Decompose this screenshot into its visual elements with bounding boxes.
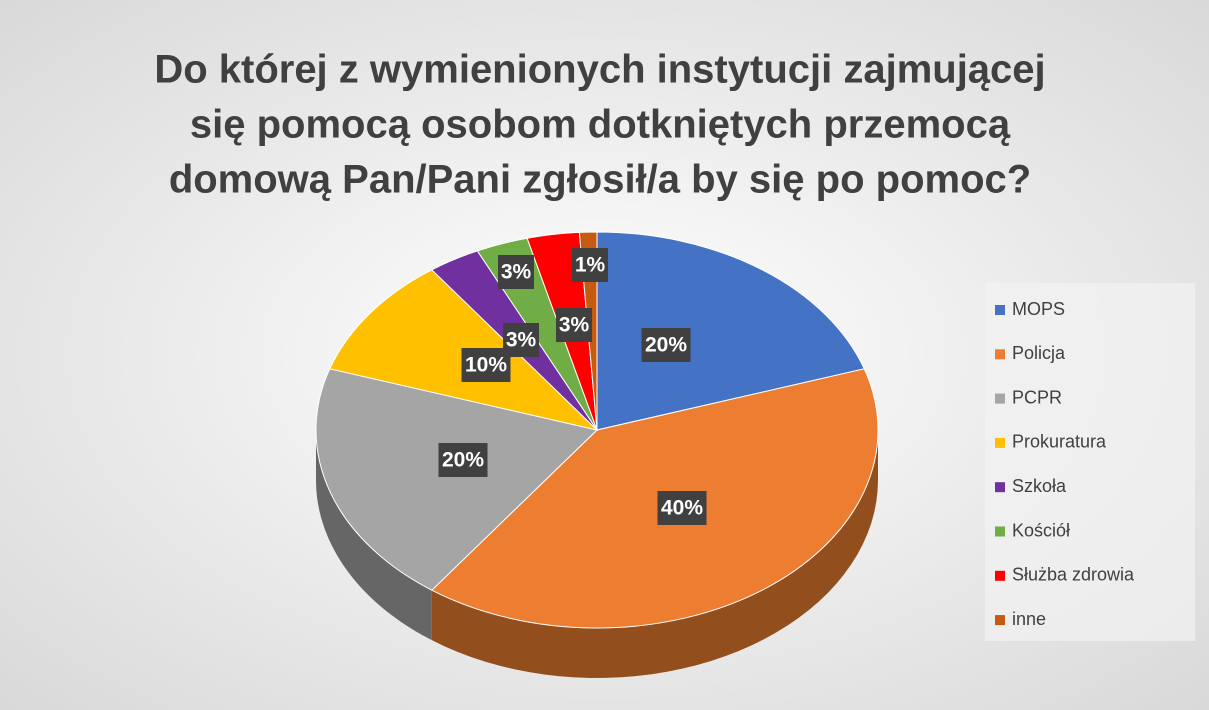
chart-title: domową Pan/Pani zgłosił/a by się po pomo… (169, 158, 1031, 202)
data-label-box (503, 323, 539, 357)
pie-side (316, 430, 432, 641)
legend-swatch (995, 570, 1005, 581)
legend-swatch (995, 437, 1005, 448)
legend-swatch (995, 349, 1005, 360)
data-label-box (438, 443, 488, 477)
data-label: 40% (661, 497, 703, 520)
data-label: 20% (442, 449, 484, 472)
data-label-box (641, 328, 691, 362)
data-label: 10% (465, 354, 507, 377)
data-label-box (461, 348, 511, 382)
legend-swatch (995, 305, 1005, 315)
legend-label: Policja (1012, 343, 1066, 363)
data-label-box (498, 255, 534, 289)
data-label: 3% (501, 261, 532, 284)
legend-box (985, 283, 1195, 641)
legend-swatch (995, 615, 1005, 626)
pie-slice (430, 368, 879, 629)
legend-swatch (995, 393, 1005, 404)
legend-label: PCPR (1012, 387, 1062, 407)
data-label: 3% (559, 314, 590, 337)
data-label: 3% (506, 329, 537, 352)
chart-title: Do której z wymienionych instytucji zajm… (154, 48, 1045, 92)
data-label-box (657, 491, 707, 525)
chart-title: się pomocą osobom dotkniętych przemocą (190, 103, 1011, 147)
pie-slice (315, 368, 599, 591)
legend-label: Szkoła (1012, 476, 1067, 496)
legend-swatch (995, 482, 1005, 493)
data-label-box (572, 248, 608, 282)
legend-label: Służba zdrowia (1012, 565, 1135, 585)
data-label: 20% (645, 334, 687, 357)
pie-slice (596, 231, 865, 431)
data-label: 1% (575, 254, 606, 277)
legend-swatch (995, 526, 1005, 537)
legend-label: Kościół (1012, 520, 1070, 540)
legend-label: Prokuratura (1012, 432, 1107, 452)
pie-side (431, 430, 878, 678)
legend-label: MOPS (1012, 299, 1065, 319)
legend-label: inne (1012, 609, 1046, 629)
data-label-box (556, 308, 592, 342)
